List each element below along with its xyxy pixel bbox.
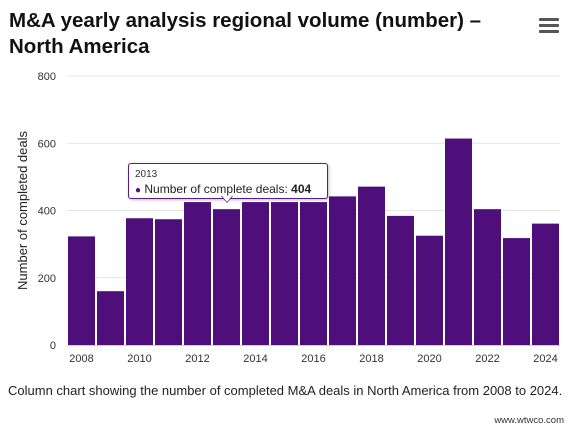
bar-2023[interactable]: [503, 238, 530, 345]
hamburger-menu-icon[interactable]: [539, 18, 559, 36]
bar-2024[interactable]: [532, 223, 559, 345]
tooltip-series-label: Number of complete deals:: [144, 182, 292, 196]
bar-2010[interactable]: [126, 218, 153, 345]
source-credit: www.wtwco.com: [494, 415, 564, 426]
bar-2018[interactable]: [358, 186, 385, 345]
x-tick-label: 2012: [185, 353, 209, 365]
bar-2021[interactable]: [445, 138, 472, 345]
x-tick-label: 2022: [475, 353, 499, 365]
bar-2009[interactable]: [97, 291, 124, 345]
bars: [68, 138, 559, 345]
bar-2015[interactable]: [271, 202, 298, 345]
x-tick-label: 2024: [533, 353, 557, 365]
y-tick-label: 0: [50, 340, 56, 352]
x-tick-label: 2010: [127, 353, 151, 365]
bar-2016[interactable]: [300, 202, 327, 345]
x-tick-label: 2016: [301, 353, 325, 365]
chart-title: M&A yearly analysis regional volume (num…: [9, 9, 482, 58]
y-tick-label: 800: [38, 71, 56, 83]
bar-2019[interactable]: [387, 215, 414, 345]
bar-2020[interactable]: [416, 235, 443, 345]
bar-2022[interactable]: [474, 209, 501, 345]
y-tick-label: 400: [38, 206, 56, 218]
y-tick-label: 600: [38, 138, 56, 150]
x-axis-ticks: 2008 2010 2012 2014 2016 2018 2020 2022 2024: [69, 353, 557, 365]
chart-caption: Column chart showing the number of compl…: [8, 383, 563, 398]
x-tick-label: 2008: [69, 353, 93, 365]
tooltip-series-dot-icon: ●: [135, 185, 142, 196]
bar-2011[interactable]: [155, 219, 182, 345]
tooltip: 2013 ● Number of complete deals: 404: [128, 163, 328, 199]
tooltip-row: ● Number of complete deals: 404: [135, 182, 311, 196]
y-axis-ticks: 0 200 400 600 800: [38, 71, 56, 352]
tooltip-value: 404: [291, 182, 312, 196]
y-tick-label: 200: [38, 273, 56, 285]
bar-2014[interactable]: [242, 202, 269, 345]
bar-2008[interactable]: [68, 236, 95, 345]
x-tick-label: 2014: [243, 353, 267, 365]
tooltip-category: 2013: [135, 169, 158, 180]
bar-2013[interactable]: [213, 209, 240, 345]
bar-2017[interactable]: [329, 196, 356, 345]
x-tick-label: 2020: [417, 353, 441, 365]
y-axis-title: Number of completed deals: [15, 131, 30, 290]
bar-2012[interactable]: [184, 202, 211, 345]
x-tick-label: 2018: [359, 353, 383, 365]
